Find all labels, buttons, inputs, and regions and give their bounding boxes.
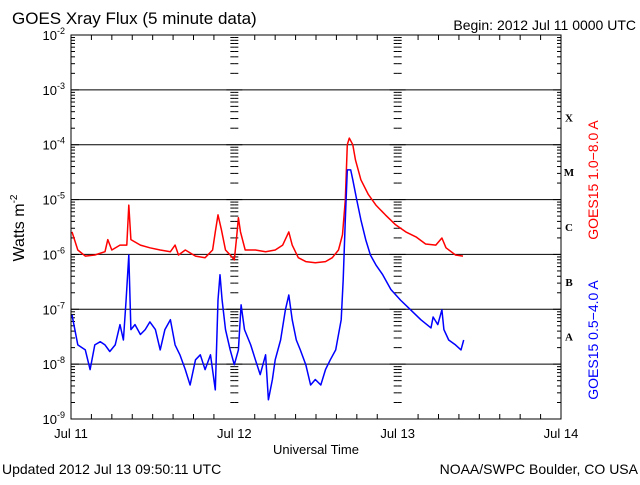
flare-class-label: C <box>565 222 573 234</box>
y-tick-label: 10-6 <box>43 245 65 262</box>
y-tick-label: 10-8 <box>43 355 65 372</box>
y-tick-label: 10-3 <box>43 81 65 98</box>
series-line-long <box>71 137 464 264</box>
y-tick-base: 10 <box>43 412 57 427</box>
y-tick-exponent: -9 <box>57 410 65 420</box>
x-tick-label: Jul 11 <box>54 426 88 441</box>
updated-timestamp: Updated 2012 Jul 13 09:50:11 UTC <box>2 461 221 477</box>
y-tick-exponent: -3 <box>57 81 65 91</box>
legend-short-channel: GOES15 0.5−4.0 A <box>585 280 601 400</box>
y-tick-base: 10 <box>43 28 57 43</box>
chart-title: GOES Xray Flux (5 minute data) <box>12 9 257 28</box>
begin-label: Begin: 2012 Jul 11 0000 UTC <box>453 17 636 33</box>
y-tick-exponent: -4 <box>57 136 65 146</box>
series-line-short <box>71 169 465 401</box>
y-tick-exponent: -2 <box>57 26 65 36</box>
axis-ticks <box>71 35 561 420</box>
y-tick-label: 10-7 <box>43 300 65 317</box>
y-tick-exponent: -5 <box>57 191 65 201</box>
source-label: NOAA/SWPC Boulder, CO USA <box>440 461 639 477</box>
y-axis-label: Watts m-2 <box>9 194 28 261</box>
legend-long-channel: GOES15 1.0−8.0 A <box>585 120 601 240</box>
y-tick-base: 10 <box>43 247 57 262</box>
flare-class-label: X <box>565 112 573 124</box>
plot-frame <box>70 34 562 420</box>
y-tick-label: 10-2 <box>43 26 65 43</box>
y-tick-labels: 10-210-310-410-510-610-710-810-9 <box>43 26 65 427</box>
x-tick-label: Jul 14 <box>544 426 579 441</box>
flare-class-label: A <box>565 332 573 344</box>
y-axis-label-text: Watts m <box>11 203 28 261</box>
y-tick-base: 10 <box>43 83 57 98</box>
flare-class-labels: X M C B A <box>564 112 575 343</box>
y-tick-base: 10 <box>43 357 57 372</box>
x-tick-label: Jul 12 <box>217 426 252 441</box>
y-tick-exponent: -7 <box>57 300 65 310</box>
y-axis-label-sup: -2 <box>9 194 20 203</box>
x-tick-labels: Jul 11 Jul 12 Jul 13 Jul 14 <box>54 426 578 441</box>
y-tick-base: 10 <box>43 138 57 153</box>
y-tick-label: 10-5 <box>43 191 65 208</box>
y-tick-label: 10-4 <box>43 136 65 153</box>
y-tick-exponent: -6 <box>57 245 65 255</box>
x-tick-label: Jul 13 <box>380 426 415 441</box>
y-tick-base: 10 <box>43 193 57 208</box>
series-lines <box>71 137 465 401</box>
flare-class-label: B <box>565 277 573 289</box>
y-tick-exponent: -8 <box>57 355 65 365</box>
flare-class-label: M <box>564 167 575 179</box>
grid-lines <box>71 89 561 365</box>
y-tick-label: 10-9 <box>43 410 65 427</box>
y-tick-base: 10 <box>43 302 57 317</box>
x-axis-label: Universal Time <box>273 442 359 457</box>
